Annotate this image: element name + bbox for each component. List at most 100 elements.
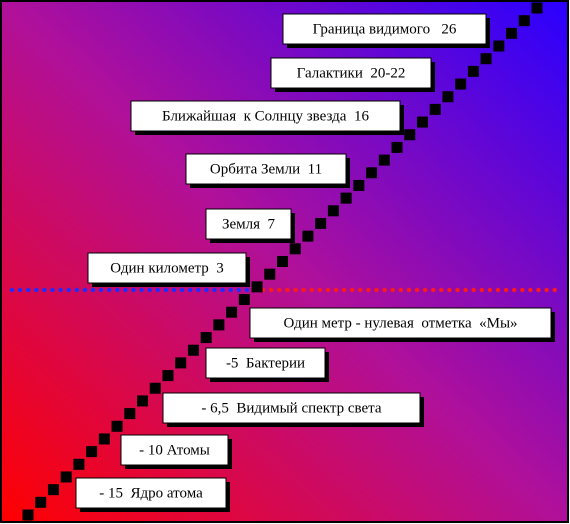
chain-square xyxy=(238,294,250,306)
label-text: Один метр - нулевая отметка «Мы» xyxy=(283,315,517,331)
label-box xyxy=(87,252,247,284)
label-text: - 6,5 Видимый спектр света xyxy=(201,400,382,416)
chain-square xyxy=(149,382,161,394)
dot xyxy=(382,287,387,293)
dot xyxy=(455,287,460,293)
dot xyxy=(147,287,152,293)
dot xyxy=(374,287,379,293)
chain-square xyxy=(277,256,288,267)
chain-square xyxy=(213,319,225,331)
dot xyxy=(528,287,533,293)
dot xyxy=(309,287,314,293)
dot xyxy=(317,287,322,293)
chain-square xyxy=(162,370,174,382)
dot xyxy=(358,287,363,293)
label-text: - 10 Атомы xyxy=(139,442,210,458)
label-text: - 15 Ядро атома xyxy=(99,485,203,501)
dot xyxy=(503,287,509,293)
dot xyxy=(50,287,55,293)
label-box xyxy=(120,434,229,466)
dot xyxy=(414,287,420,293)
label-text: Один километр 3 xyxy=(110,260,223,276)
dot xyxy=(236,287,241,293)
label-box xyxy=(185,153,347,185)
chain-square xyxy=(442,91,454,103)
label-box xyxy=(282,13,487,45)
chain-square xyxy=(73,458,85,470)
chain-square xyxy=(315,217,327,229)
chain-square xyxy=(187,344,199,356)
dot xyxy=(115,287,120,293)
dot xyxy=(325,287,331,293)
label-text: Орбита Земли 11 xyxy=(210,161,322,177)
dot xyxy=(293,287,298,293)
chain-square xyxy=(366,167,378,179)
dot xyxy=(98,287,104,293)
dot xyxy=(139,287,144,293)
dot xyxy=(17,287,23,293)
dot xyxy=(179,287,185,293)
labels: Граница видимого 26 Галактики 20-22 Ближай… xyxy=(75,13,555,512)
dot xyxy=(90,287,96,293)
chain-square xyxy=(251,281,263,293)
chain-square xyxy=(60,471,72,483)
dot xyxy=(422,287,428,293)
chain-square xyxy=(404,129,416,141)
dot xyxy=(42,287,47,293)
dot xyxy=(471,287,476,293)
zero-line xyxy=(9,287,557,293)
chain-square xyxy=(327,205,339,217)
dot xyxy=(350,287,355,293)
label-box xyxy=(75,477,227,509)
chain-square xyxy=(378,154,390,166)
dot xyxy=(439,287,444,293)
chain-square xyxy=(226,306,238,318)
chain-square xyxy=(35,496,47,508)
chain-square xyxy=(493,40,505,52)
chain-square xyxy=(175,357,187,369)
chain-square xyxy=(86,446,98,458)
dot xyxy=(220,287,225,293)
chain-square xyxy=(429,103,441,115)
dot xyxy=(212,287,217,293)
dot xyxy=(341,287,347,293)
chain-square xyxy=(22,509,34,521)
dot xyxy=(196,287,201,293)
dot xyxy=(301,287,306,293)
chain-square xyxy=(340,192,352,204)
dot xyxy=(26,287,31,293)
dot xyxy=(82,287,88,293)
chain-square xyxy=(518,15,530,27)
chain-square xyxy=(416,116,428,128)
dot xyxy=(34,287,39,293)
dot xyxy=(66,287,71,293)
dot xyxy=(107,287,112,293)
dot xyxy=(244,287,250,293)
chain-square xyxy=(455,78,467,90)
dot xyxy=(406,287,412,293)
label-text: Ближайшая к Солнцу звезда 16 xyxy=(162,108,369,124)
dot xyxy=(269,287,274,293)
label-box xyxy=(162,392,421,424)
dot xyxy=(552,287,557,293)
label-text: Галактики 20-22 xyxy=(297,65,406,81)
dot xyxy=(58,287,63,293)
label-text: Граница видимого 26 xyxy=(313,21,457,37)
dot xyxy=(431,287,436,293)
label-text: Земля 7 xyxy=(222,216,276,232)
dot xyxy=(333,287,339,293)
label-text: -5 Бактерии xyxy=(226,355,305,371)
label-box xyxy=(249,307,552,339)
dot xyxy=(366,287,371,293)
chain-square xyxy=(124,408,136,420)
chain-square xyxy=(264,268,276,280)
chain-square xyxy=(111,420,123,432)
dot xyxy=(277,287,282,293)
chain-square xyxy=(289,243,301,255)
dot xyxy=(74,287,80,293)
dot xyxy=(495,287,501,293)
dot xyxy=(463,287,468,293)
dot xyxy=(487,287,493,293)
dot xyxy=(536,287,541,293)
